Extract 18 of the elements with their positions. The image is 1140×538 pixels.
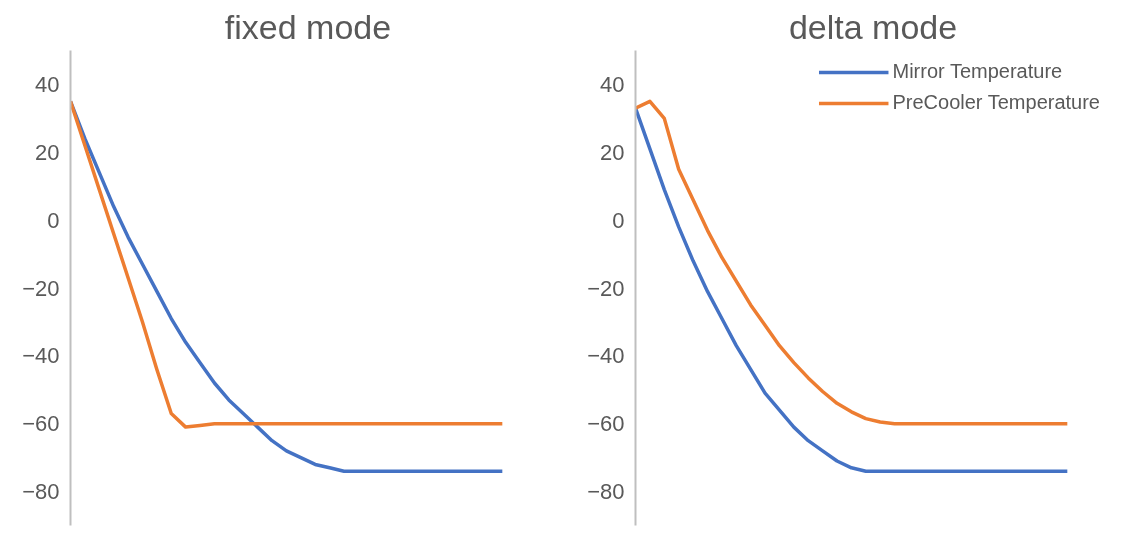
y-tick-label: −20 bbox=[587, 275, 625, 301]
y-tick-label: 40 bbox=[600, 71, 625, 97]
legend-label: Mirror Temperature bbox=[892, 60, 1063, 83]
y-tick-label: −80 bbox=[22, 479, 60, 505]
y-tick-label: 20 bbox=[600, 139, 625, 165]
y-tick-label: 0 bbox=[47, 207, 60, 233]
y-tick-label: −40 bbox=[22, 343, 60, 369]
y-tick-label: −60 bbox=[22, 411, 60, 437]
y-tick-label: −60 bbox=[587, 411, 625, 437]
y-tick-label: −20 bbox=[22, 275, 60, 301]
chart-title: fixed mode bbox=[224, 7, 392, 46]
legend-label: PreCooler Temperature bbox=[892, 91, 1100, 114]
y-tick-label: 20 bbox=[35, 139, 60, 165]
y-tick-label: 0 bbox=[612, 207, 625, 233]
chart-title: delta mode bbox=[788, 7, 958, 46]
y-tick-label: −40 bbox=[587, 343, 625, 369]
y-tick-label: −80 bbox=[587, 479, 625, 505]
y-tick-label: 40 bbox=[35, 71, 60, 97]
